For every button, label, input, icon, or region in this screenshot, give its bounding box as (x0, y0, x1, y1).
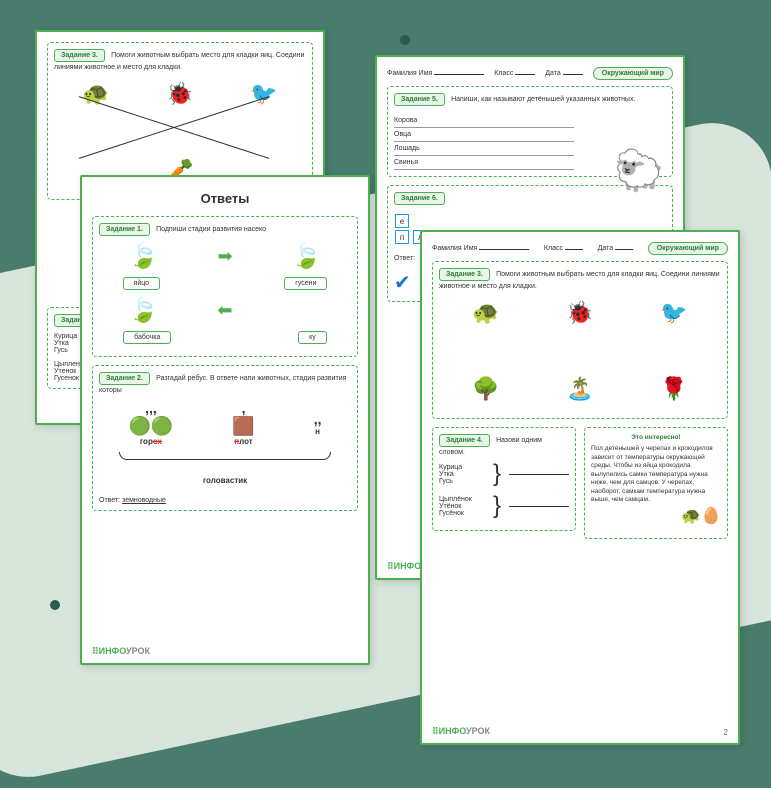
bracket-icon: } (493, 492, 501, 520)
turtle-icon: 🐢 (76, 79, 116, 109)
logo-dots: ⠿ (387, 561, 394, 571)
logo-green: ИНФО (394, 561, 421, 571)
date-label: Дата (598, 245, 614, 252)
check-icon: ✔ (394, 272, 411, 294)
class-label: Класс (544, 245, 563, 252)
quote-icon: ,,, (145, 400, 157, 416)
logo: ⠿ИНФОУРОК (432, 726, 490, 737)
stage-label: гусени (284, 277, 327, 290)
fact-title: Это интересно! (591, 434, 721, 442)
rebus-word: н (315, 427, 320, 436)
bracket-group-2: Цыплёнок Утёнок Гусёнок } (439, 492, 569, 520)
list-item: Цыплёнок (439, 496, 489, 503)
fact-text: Пол детенышей у черепах и крокодилов зав… (591, 445, 721, 504)
rose-icon: 🌹 (654, 374, 694, 404)
list-item: Утёнок (439, 503, 489, 510)
task1-text: Подпиши стадии развития насеко (156, 226, 266, 233)
letter-box: п (395, 230, 409, 244)
header-row: Фамилия Имя Класс Дата Окружающий мир (432, 242, 728, 255)
rebus-word: плот (234, 437, 252, 446)
logo-green: ИНФО (439, 726, 466, 736)
worksheet-answers: Ответы Задание 1. Подпиши стадии развити… (80, 175, 370, 665)
bracket-icon: } (493, 460, 501, 488)
task4-label: Задание 4. (439, 434, 490, 447)
animal-label: Овца (394, 131, 439, 138)
letter-box: е (395, 214, 409, 228)
animal-row-top: 🐢 🐞 🐦 (54, 79, 306, 109)
name-label: Фамилия Имя (387, 70, 432, 77)
class-label: Класс (494, 70, 513, 77)
logo-green: ИНФО (99, 646, 126, 656)
arrow-icon: ➡ (217, 246, 232, 267)
rebus-row: ,,, 🟢🟢 горох , 🟫 плот ,, н (99, 400, 351, 446)
turtle-icon: 🐢 (466, 298, 506, 328)
logo: ⠿ИНФОУРОК (92, 646, 150, 657)
rebus-word: горох (140, 437, 162, 446)
crow-icon: 🐦 (654, 298, 694, 328)
quote-icon: ,, (314, 411, 322, 427)
answer-label: Ответ: (394, 255, 415, 262)
lamb-icon: 🐑 (614, 147, 664, 194)
answer-value: земноводные (122, 497, 166, 504)
places-bottom: 🌳 🏝️ 🌹 (439, 374, 721, 404)
list-item: Утка (439, 471, 489, 478)
peas-icon: 🟢🟢 (128, 416, 173, 436)
worksheet-4: Фамилия Имя Класс Дата Окружающий мир За… (420, 230, 740, 745)
task3-box: Задание 3. Помоги животным выбрать место… (432, 261, 728, 419)
animal-label: Свинья (394, 159, 439, 166)
subject-pill: Окружающий мир (593, 67, 673, 80)
logo-gray: УРОК (466, 726, 490, 736)
raft-icon: 🟫 (232, 416, 254, 436)
bracket-group-1: Курица Утка Гусь } (439, 460, 569, 488)
ladybug-icon: 🐞 (160, 79, 200, 109)
logo-dots: ⠿ (92, 646, 99, 656)
task6-label: Задание 6. (394, 192, 445, 205)
ladybug-icon: 🐞 (560, 298, 600, 328)
task1-box: Задание 1. Подпиши стадии развития насек… (92, 216, 358, 357)
fact-box: Это интересно! Пол детенышей у черепах и… (584, 427, 728, 539)
task5-box: Задание 5. Напиши, как называют детёныше… (387, 86, 673, 177)
animals-top: 🐢 🐞 🐦 (439, 298, 721, 328)
island-icon: 🏝️ (560, 374, 600, 404)
subject-pill: Окружающий мир (648, 242, 728, 255)
task3-label: Задание 3. (54, 49, 105, 62)
quote-icon: , (242, 400, 246, 416)
turtle-egg-icon: 🐢🥚 (681, 507, 721, 528)
crow-icon: 🐦 (244, 79, 284, 109)
task4-box: Задание 4. Назови одним словом. Курица У… (432, 427, 576, 531)
logo-gray: УРОК (126, 646, 150, 656)
list-item: Курица (439, 464, 489, 471)
leaf-icon: 🍃 (129, 242, 159, 271)
logo-dots: ⠿ (432, 726, 439, 736)
name-label: Фамилия Имя (432, 245, 477, 252)
page-number: 2 (724, 728, 728, 737)
task1-label: Задание 1. (99, 223, 150, 236)
answers-title: Ответы (92, 191, 358, 206)
animal-label: Лошадь (394, 145, 439, 152)
rebus-answer: головастик (99, 476, 351, 485)
arrow-icon: ⬅ (217, 300, 232, 321)
task2-label: Задание 2. (99, 372, 150, 385)
leaf-icon: 🍃 (292, 242, 322, 271)
stage-label: бабочка (123, 331, 171, 344)
stage-label: яйцо (123, 277, 161, 290)
list-item: Гусёнок (439, 510, 489, 517)
stage-label: ку (298, 331, 327, 344)
header-row: Фамилия Имя Класс Дата Окружающий мир (387, 67, 673, 80)
task5-text: Напиши, как называют детёнышей указанных… (451, 96, 635, 103)
task5-label: Задание 5. (394, 93, 445, 106)
task3-label: Задание 3. (439, 268, 490, 281)
date-label: Дата (545, 70, 561, 77)
list-item: Гусь (439, 478, 489, 485)
answer-label-text: Ответ: (99, 497, 120, 504)
task2-box: Задание 2. Разгадай ребус. В ответе напи… (92, 365, 358, 511)
animal-label: Корова (394, 117, 439, 124)
butterfly-leaf-icon: 🍃 (129, 296, 159, 325)
nest-tree-icon: 🌳 (466, 374, 506, 404)
